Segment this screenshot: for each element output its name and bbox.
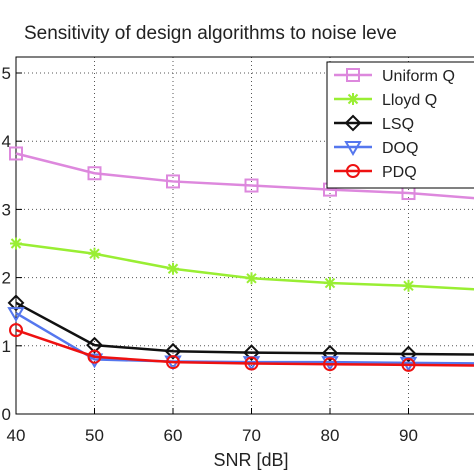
series-lsq [7,294,474,363]
x-tick-label: 70 [242,426,261,445]
data-point [88,247,101,260]
data-point [9,146,23,161]
data-point [9,323,23,338]
chart-title: Sensitivity of design algorithms to nois… [24,23,397,44]
data-point [87,349,102,364]
data-point [344,141,362,156]
data-point [321,344,339,362]
legend: Uniform Q Lloyd Q LSQ DOQ PDQ [326,61,474,189]
data-point [166,174,180,189]
data-point [164,342,182,360]
data-point [346,68,360,82]
data-point [245,272,258,285]
data-point [402,279,415,292]
y-tick-label: 3 [2,200,11,219]
series-line [15,328,474,367]
y-tick-label: 5 [2,64,11,83]
legend-entry: LSQ [334,114,414,133]
y-tick-label: 1 [2,337,11,356]
data-point [346,164,360,178]
data-point [244,178,259,193]
legend-label: LSQ [382,116,414,133]
legend-entry: DOQ [334,140,418,157]
data-point [243,344,260,362]
data-point [7,294,25,312]
x-tick-label: 60 [164,426,183,445]
data-point [244,356,259,371]
data-point [166,355,180,370]
data-point [324,277,336,290]
legend-label: Lloyd Q [382,92,437,109]
legend-box [326,61,474,189]
legend-label: PDQ [382,164,417,181]
legend-label: Uniform Q [382,68,455,85]
x-tick-label: 80 [321,426,340,445]
series-pdq [9,323,474,372]
legend-entry: PDQ [334,164,417,181]
data-point [344,114,362,132]
series-lloyd-q [10,237,474,292]
y-tick-label: 2 [2,269,11,288]
x-tick-label: 50 [85,426,104,445]
data-point [87,166,102,181]
x-tick-label: 90 [399,426,418,445]
axis-ticks: 4050607080901012345 [2,64,418,445]
data-point [167,262,179,275]
y-tick-label: 4 [2,132,11,151]
data-point [10,237,22,250]
data-point [401,357,416,372]
y-tick-label: 0 [2,405,11,424]
data-point [347,93,359,105]
series-line [15,152,474,200]
x-tick-label: 40 [7,426,26,445]
data-point [7,307,25,323]
data-point [323,357,337,372]
series-layer [7,146,474,372]
series-line [15,311,474,365]
series-line [15,301,474,356]
data-point [86,336,103,354]
legend-entry: Uniform Q [334,68,455,85]
data-point [400,345,417,363]
legend-entry: Lloyd Q [334,92,437,109]
legend-label: DOQ [382,140,418,157]
x-axis-label: SNR [dB] [213,450,288,470]
